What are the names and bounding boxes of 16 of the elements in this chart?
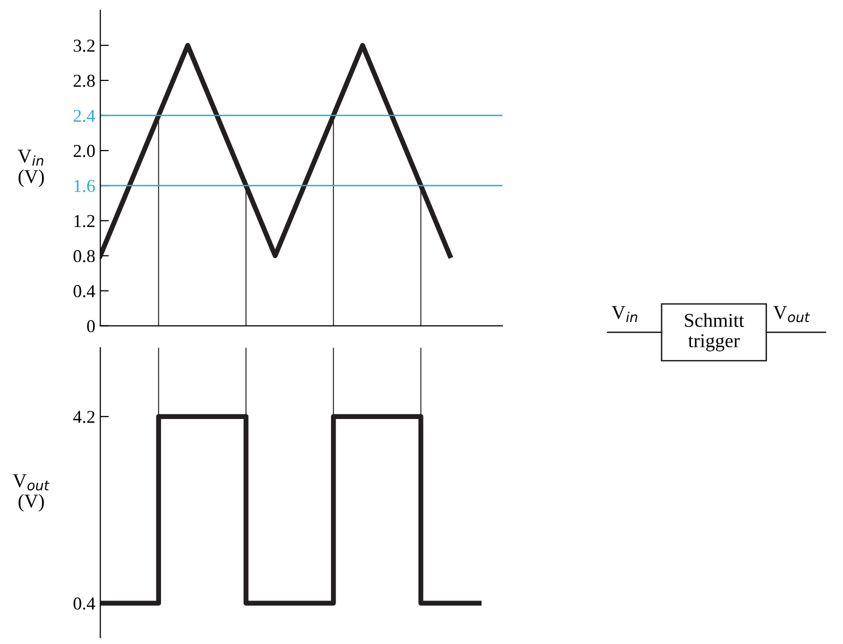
y-tick-label: 0.8 bbox=[74, 250, 95, 262]
y-tick-label: 0.4 bbox=[74, 597, 96, 610]
y-tick-label: 1.6 bbox=[74, 180, 95, 192]
text: V$_{in}$ bbox=[612, 306, 638, 322]
y-tick-label: 0 bbox=[87, 320, 95, 332]
y-tick-label: 1.2 bbox=[74, 214, 94, 228]
y-tick-label: 3.2 bbox=[74, 40, 94, 52]
y-tick-label: 2.0 bbox=[74, 144, 95, 158]
y-axis-title: V$_{in}$ (V) bbox=[18, 150, 44, 188]
y-tick-label: 2.4 bbox=[74, 110, 96, 122]
y-tick-label: 2.8 bbox=[74, 74, 95, 87]
text: Schmitt trigger bbox=[684, 313, 744, 352]
text: V$_{out}$ bbox=[773, 306, 810, 322]
y-tick-label: 4.2 bbox=[73, 410, 94, 424]
y-axis-title: V$_{out}$ (V) bbox=[12, 474, 50, 512]
y-tick-label: 0.4 bbox=[74, 285, 96, 298]
